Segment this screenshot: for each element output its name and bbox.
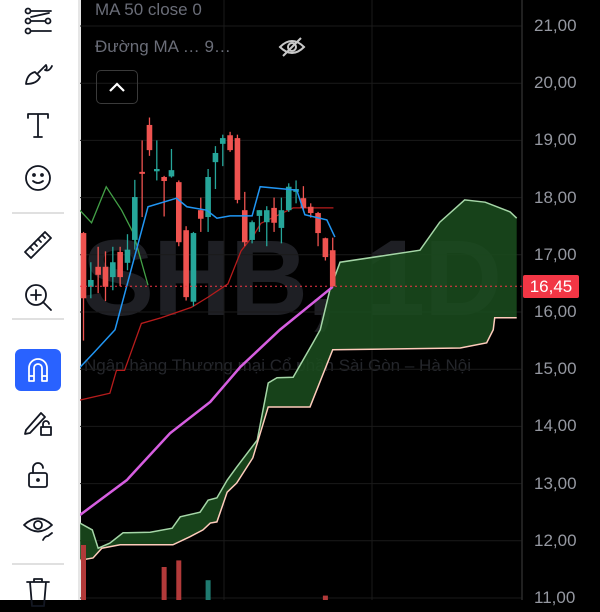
tool-trash-button[interactable] <box>15 570 61 612</box>
emoji-icon <box>25 165 51 191</box>
zoom-in-icon <box>25 284 52 311</box>
trash-icon <box>26 578 50 607</box>
price-chart[interactable] <box>80 0 600 600</box>
candle-body <box>190 233 197 302</box>
price-tick-label: 21,00 <box>534 16 577 35</box>
text-icon <box>27 113 49 138</box>
candle-body <box>80 233 87 299</box>
tool-ruler-button[interactable] <box>15 224 61 266</box>
magnet-icon <box>28 358 48 382</box>
candle-body <box>117 251 123 278</box>
candle-body <box>146 124 153 151</box>
candle-body <box>227 135 233 151</box>
candle-body <box>161 177 167 182</box>
watermark-company-name: Ngân hàng Thương mại Cổ phần Sài Gòn – H… <box>84 356 471 375</box>
tool-magnet-button[interactable] <box>15 349 61 391</box>
chevron-up-icon <box>109 82 125 92</box>
ruler-icon <box>24 231 52 259</box>
candle-body <box>124 249 131 263</box>
candle-body <box>249 222 255 240</box>
candle-body <box>102 266 109 287</box>
candle-body <box>307 206 314 214</box>
candle-body <box>219 138 226 144</box>
candle-body <box>205 177 211 218</box>
candle-body <box>271 207 277 223</box>
price-tick-label: 16,00 <box>534 302 577 321</box>
price-tick-label: 13,00 <box>534 473 577 493</box>
volume-bar <box>176 560 182 600</box>
toolbar-divider <box>12 563 64 565</box>
candle-body <box>322 238 329 258</box>
chikou-line <box>80 185 149 286</box>
kijun-line <box>80 207 334 401</box>
legend-ma-line[interactable]: Đường MA … 9… <box>95 37 231 56</box>
candle-body <box>183 230 189 298</box>
candle-body <box>256 210 263 216</box>
candle-body <box>197 210 204 219</box>
ichimoku-cloud <box>80 199 517 561</box>
toolbar-divider <box>12 318 64 320</box>
tool-text-button[interactable] <box>15 104 61 146</box>
pencil-lock-icon <box>24 412 52 436</box>
candle-body <box>285 186 292 211</box>
price-tick-label: 12,00 <box>534 530 577 550</box>
tool-trend-line-tools-button[interactable] <box>15 0 61 42</box>
price-tick-label: 15,00 <box>534 359 577 379</box>
candle-body <box>154 169 160 172</box>
candle-body <box>329 250 336 287</box>
tool-brush-button[interactable] <box>15 51 61 93</box>
candle-body <box>132 197 138 240</box>
tool-emoji-button[interactable] <box>15 157 61 199</box>
candle-body <box>168 170 175 177</box>
senkou-span-b-line <box>80 316 517 561</box>
unlock-icon <box>28 462 48 488</box>
candle-body <box>234 138 241 200</box>
tool-zoom-in-button[interactable] <box>15 276 61 318</box>
price-tick-label: 18,00 <box>534 187 577 207</box>
price-tick-label: 19,00 <box>534 130 577 150</box>
toolbar-divider <box>12 212 64 214</box>
volume-bar <box>205 580 211 600</box>
volume-bar <box>81 545 86 600</box>
candle-body <box>212 152 219 163</box>
collapse-legend-button[interactable] <box>96 70 138 104</box>
tenkan-line <box>80 185 336 369</box>
drawing-toolbar <box>0 0 81 607</box>
tool-unlock-button[interactable] <box>15 454 61 496</box>
candle-body <box>315 213 321 234</box>
volume-bar <box>161 567 167 600</box>
price-tick-label: 17,00 <box>534 244 577 264</box>
candle-body <box>88 279 94 287</box>
brush-icon <box>25 64 53 85</box>
senkou-span-a-line <box>80 199 518 550</box>
last-price-label: 16,45 <box>523 275 579 299</box>
candle-body <box>110 262 116 278</box>
eye-brush-icon <box>23 517 53 541</box>
tool-eye-brush-button[interactable] <box>15 506 61 548</box>
volume-bar <box>322 595 328 600</box>
price-tick-label: 11,00 <box>534 588 576 607</box>
price-tick-label: 14,00 <box>534 416 577 436</box>
candle-body <box>95 266 101 275</box>
candle-body <box>241 210 248 243</box>
candle-body <box>278 210 285 228</box>
candle-body <box>175 182 182 243</box>
legend-ma50[interactable]: MA 50 close 0 <box>95 0 202 19</box>
candle-body <box>263 210 270 223</box>
candle-body <box>139 171 145 174</box>
ma50-line <box>80 285 334 517</box>
eye-off-icon[interactable] <box>278 35 306 59</box>
candle-body <box>300 198 307 208</box>
price-tick-label: 20,00 <box>534 73 577 93</box>
tool-pencil-lock-button[interactable] <box>15 401 61 443</box>
trend-line-tools-icon <box>24 7 52 35</box>
